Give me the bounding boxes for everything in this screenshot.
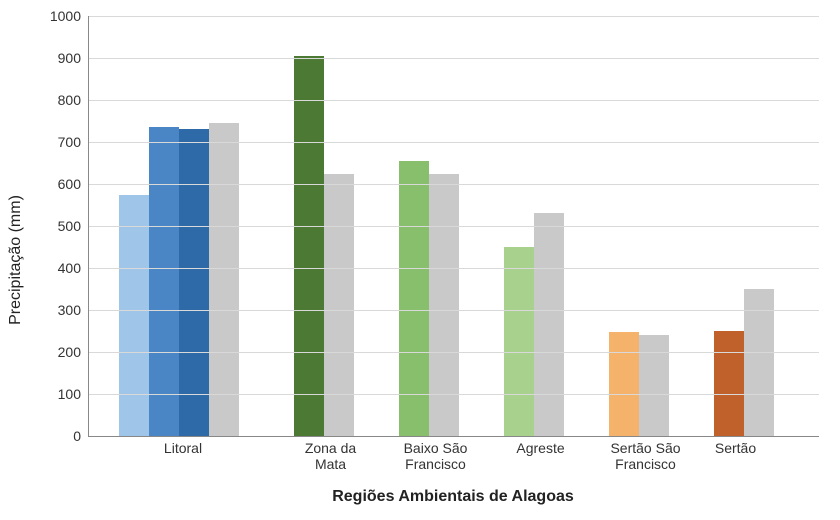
- x-tick-label: Agreste: [488, 440, 593, 480]
- x-tick-label: Sertão SãoFrancisco: [593, 440, 698, 480]
- y-tick-label: 800: [58, 92, 81, 108]
- y-tick-label: 900: [58, 50, 81, 66]
- bar: [609, 332, 639, 436]
- x-axis-labels: LitoralZona daMataBaixo SãoFranciscoAgre…: [88, 440, 818, 480]
- bar: [744, 289, 774, 436]
- y-tick-label: 100: [58, 386, 81, 402]
- bar: [429, 174, 459, 437]
- gridline: [89, 100, 819, 101]
- x-tick-label: Zona daMata: [278, 440, 383, 480]
- precipitation-chart: Precipitação (mm) 0100200300400500600700…: [0, 0, 840, 520]
- gridline: [89, 184, 819, 185]
- y-tick-label: 500: [58, 218, 81, 234]
- gridline: [89, 268, 819, 269]
- x-tick-label: Sertão: [698, 440, 773, 480]
- gridline: [89, 58, 819, 59]
- bar: [294, 56, 324, 436]
- bar: [324, 174, 354, 437]
- gridline: [89, 16, 819, 17]
- bar: [149, 127, 179, 436]
- bar: [119, 195, 149, 437]
- x-tick-label: Litoral: [88, 440, 278, 480]
- y-tick-label: 0: [73, 428, 81, 444]
- gridline: [89, 310, 819, 311]
- x-tick-label: Baixo SãoFrancisco: [383, 440, 488, 480]
- gridline: [89, 394, 819, 395]
- bar: [179, 129, 209, 436]
- y-tick-label: 200: [58, 344, 81, 360]
- x-axis-title: Regiões Ambientais de Alagoas: [88, 488, 818, 506]
- bar-group: [489, 213, 594, 436]
- gridline: [89, 142, 819, 143]
- y-axis-label: Precipitação (mm): [7, 195, 25, 325]
- bar-group: [594, 332, 699, 436]
- gridline: [89, 226, 819, 227]
- y-tick-label: 1000: [50, 8, 81, 24]
- y-tick-label: 700: [58, 134, 81, 150]
- bar: [209, 123, 239, 436]
- plot-area: 01002003004005006007008009001000: [88, 16, 819, 437]
- bar: [639, 335, 669, 436]
- bar-group: [699, 289, 774, 436]
- y-tick-label: 400: [58, 260, 81, 276]
- bar: [534, 213, 564, 436]
- y-tick-label: 300: [58, 302, 81, 318]
- bar: [714, 331, 744, 436]
- bar-group: [89, 123, 279, 436]
- gridline: [89, 352, 819, 353]
- y-tick-label: 600: [58, 176, 81, 192]
- bar-group: [279, 56, 384, 436]
- bar: [504, 247, 534, 436]
